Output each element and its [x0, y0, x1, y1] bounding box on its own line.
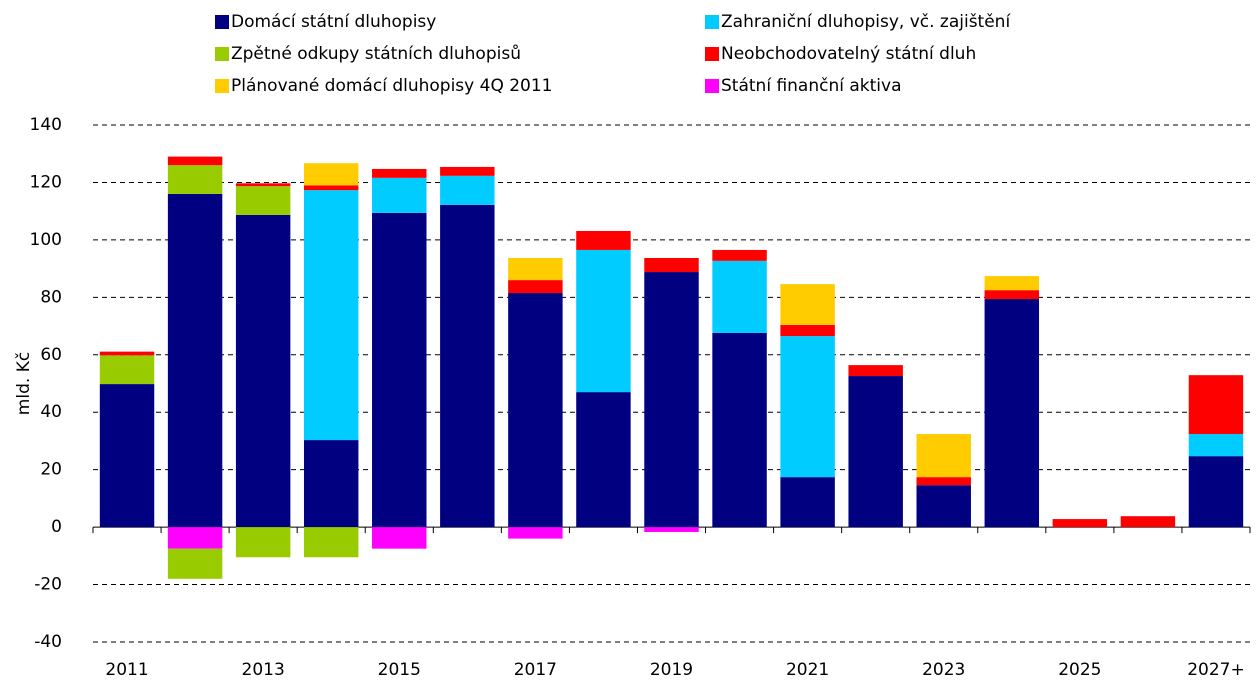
bar-segment: [303, 185, 359, 191]
x-tick-label: 2011: [105, 660, 148, 680]
bar-segment: [235, 183, 291, 187]
bar-segment: [984, 276, 1040, 291]
bar-segment: [235, 527, 291, 558]
bar-segment: [1188, 456, 1244, 528]
x-tick-label: 2019: [650, 660, 693, 680]
y-tick-label: -40: [34, 632, 62, 652]
bar-segment: [235, 214, 291, 528]
bar-segment: [440, 166, 495, 176]
bar-segment: [576, 249, 631, 393]
bar-segment: [712, 332, 767, 528]
x-tick-label: 2017: [514, 660, 557, 680]
bar-segment: [303, 190, 359, 441]
bar-segment: [1188, 375, 1244, 435]
bar-segment: [303, 163, 359, 186]
bar-segment: [372, 527, 427, 549]
bar-segment: [1120, 516, 1176, 528]
bar-segment: [167, 193, 223, 528]
legend-label: Neobchodovatelný státní dluh: [721, 44, 976, 64]
legend-label: Domácí státní dluhopisy: [231, 12, 436, 32]
bar-segment: [780, 324, 835, 337]
bar-segment: [644, 527, 699, 532]
y-tick-label: -20: [34, 575, 62, 595]
bar-segment: [440, 204, 495, 528]
x-tick-label: 2021: [786, 660, 829, 680]
bar-segment: [644, 257, 699, 273]
x-tick-label: 2027+: [1187, 660, 1245, 680]
bar-segment: [372, 177, 427, 213]
bar-segment: [984, 299, 1040, 528]
bar-segment: [235, 186, 291, 215]
bar-segment: [303, 527, 359, 558]
bar-segment: [372, 212, 427, 528]
legend-swatch: [705, 79, 719, 93]
bar-segment: [984, 290, 1040, 300]
y-tick-label: 120: [30, 172, 62, 192]
bar-segment: [99, 355, 155, 385]
bar-segment: [167, 548, 223, 579]
legend-swatch: [705, 47, 719, 61]
legend-label: Státní finanční aktiva: [721, 76, 902, 96]
legend-swatch: [705, 15, 719, 29]
bar-segment: [508, 257, 563, 281]
y-tick-label: 80: [40, 287, 62, 307]
y-tick-label: 0: [51, 517, 62, 537]
bar-segment: [780, 477, 835, 528]
bar-segment: [712, 249, 767, 261]
x-tick-label: 2025: [1058, 660, 1101, 680]
bar-segment: [780, 284, 835, 325]
bar-segment: [508, 280, 563, 294]
y-axis-title: mld. Kč: [14, 352, 34, 415]
bar-segment: [440, 175, 495, 205]
legend-label: Zpětné odkupy státních dluhopisů: [231, 44, 521, 64]
bar-segment: [576, 230, 631, 250]
y-tick-label: 40: [40, 402, 62, 422]
bar-segment: [508, 527, 563, 539]
x-tick-label: 2023: [922, 660, 965, 680]
bar-segment: [848, 376, 903, 528]
legend-swatch: [215, 79, 229, 93]
bar-segment: [372, 168, 427, 178]
bar-segment: [712, 260, 767, 333]
y-tick-label: 140: [30, 115, 62, 135]
bar-segment: [1052, 519, 1108, 528]
bar-segment: [644, 272, 699, 528]
bar-segment: [167, 527, 223, 549]
bar-segment: [576, 392, 631, 528]
legend-label: Plánované domácí dluhopisy 4Q 2011: [231, 76, 553, 96]
bar-segment: [508, 293, 563, 528]
x-tick-label: 2015: [378, 660, 421, 680]
bar-segment: [167, 156, 223, 166]
bar-segment: [916, 477, 971, 486]
bar-segment: [99, 384, 155, 528]
bar-segment: [780, 336, 835, 478]
y-tick-label: 60: [40, 345, 62, 365]
bar-segment: [848, 365, 903, 377]
bar-segment: [916, 485, 971, 528]
bar-segment: [167, 165, 223, 194]
legend-label: Zahraniční dluhopisy, vč. zajištění: [721, 12, 1011, 32]
bar-segment: [303, 440, 359, 528]
legend-swatch: [215, 47, 229, 61]
x-tick-label: 2013: [242, 660, 285, 680]
bar-segment: [99, 351, 155, 356]
bar-segment: [1188, 434, 1244, 457]
y-tick-label: 20: [40, 460, 62, 480]
legend-swatch: [215, 15, 229, 29]
bar-segment: [916, 434, 971, 478]
y-tick-label: 100: [30, 230, 62, 250]
